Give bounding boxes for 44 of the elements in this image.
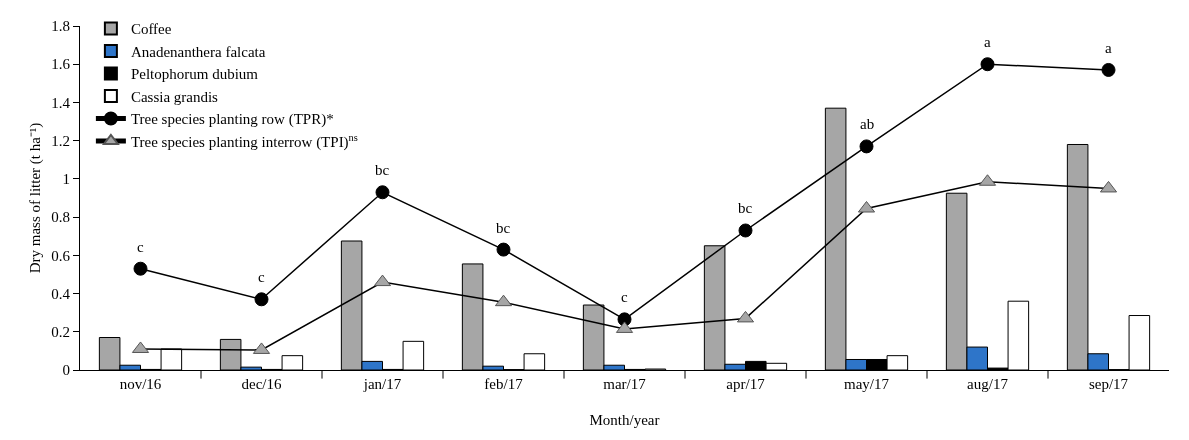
point bbox=[254, 292, 269, 307]
x-tick-label: nov/16 bbox=[119, 376, 162, 392]
annotation: a bbox=[1105, 40, 1112, 56]
point bbox=[375, 185, 390, 200]
annotation: a bbox=[984, 34, 991, 50]
point bbox=[133, 261, 148, 276]
annotation: c bbox=[258, 269, 265, 285]
legend-label: Peltophorum dubium bbox=[130, 66, 259, 83]
y-tick-label: 1.4 bbox=[51, 94, 71, 111]
legend-label: Tree species planting interrow (TPI)$^{ns}$ bbox=[130, 131, 358, 151]
point bbox=[980, 57, 995, 72]
y-tick-label: 1 bbox=[62, 171, 70, 188]
y-tick-label: 0.8 bbox=[51, 209, 70, 226]
x-tick-label: dec/16 bbox=[241, 376, 282, 392]
x-tick-label: apr/17 bbox=[726, 376, 766, 392]
point bbox=[1101, 62, 1116, 77]
y-tick-label: 1.8 bbox=[51, 18, 70, 35]
y-axis-title: Dry mass of litter (t ha⁻¹) bbox=[27, 122, 44, 274]
annotation: ab bbox=[860, 116, 875, 132]
legend-label: Coffee bbox=[130, 21, 172, 38]
y-tick-label: 1.2 bbox=[51, 132, 70, 149]
x-tick-label: aug/17 bbox=[967, 376, 1009, 392]
x-tick-label: sep/17 bbox=[1088, 376, 1129, 392]
point bbox=[738, 223, 753, 238]
annotation: bc bbox=[375, 162, 390, 178]
x-tick-label: may/17 bbox=[844, 376, 890, 392]
legend-label: Tree species planting row (TPR)* bbox=[130, 111, 334, 129]
y-tick-label: 0 bbox=[62, 362, 70, 379]
point bbox=[496, 242, 511, 257]
legend-label: Cassia grandis bbox=[130, 88, 219, 105]
point bbox=[859, 139, 874, 154]
y-tick-label: 0.6 bbox=[51, 247, 71, 264]
annotation: bc bbox=[738, 200, 753, 216]
x-tick-label: mar/17 bbox=[603, 376, 647, 392]
annotation: bc bbox=[496, 220, 511, 236]
x-tick-label: feb/17 bbox=[484, 376, 524, 392]
y-tick-label: 1.6 bbox=[51, 56, 71, 73]
y-tick-label: 0.4 bbox=[51, 285, 71, 302]
x-tick-label: jan/17 bbox=[362, 376, 402, 392]
annotation: c bbox=[621, 289, 628, 305]
x-axis-title: Month/year bbox=[589, 412, 660, 428]
y-tick-label: 0.2 bbox=[51, 324, 70, 341]
annotation: c bbox=[137, 239, 144, 255]
legend-label: Anadenanthera falcata bbox=[130, 43, 266, 60]
